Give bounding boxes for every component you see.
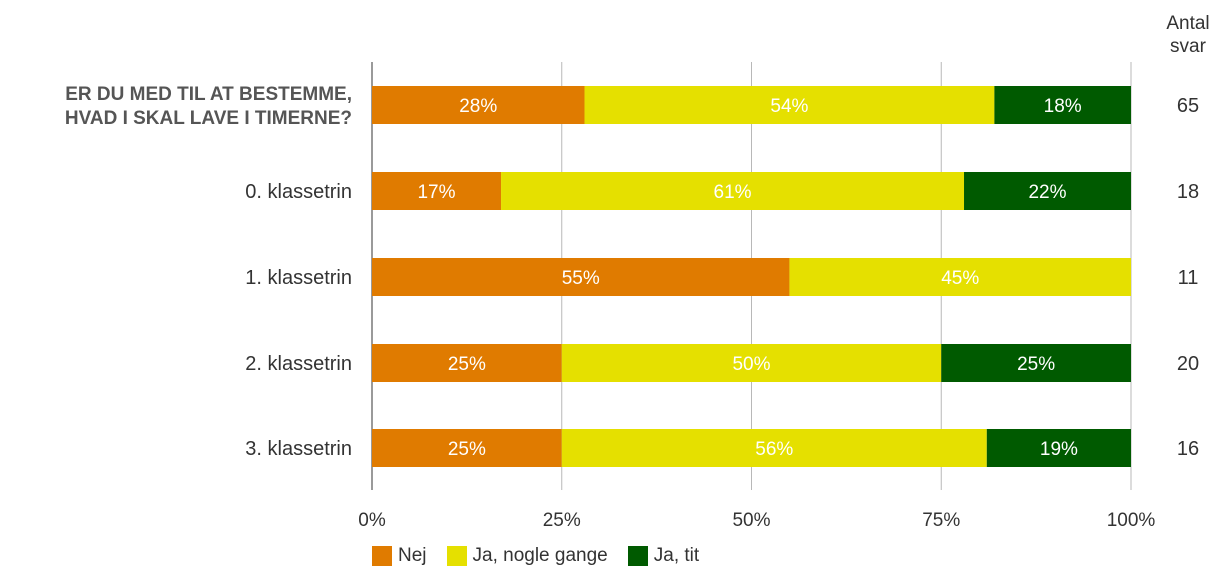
legend-label: Ja, nogle gange xyxy=(472,545,608,566)
data-label: 45% xyxy=(941,268,979,289)
bar-segment xyxy=(584,86,995,124)
bar-segment xyxy=(789,258,1131,296)
category-label: ER DU MED TIL AT BESTEMME, xyxy=(65,84,352,105)
category-label: 2. klassetrin xyxy=(245,353,352,375)
data-label: 19% xyxy=(1040,439,1078,460)
data-label: 54% xyxy=(770,96,808,117)
data-label: 50% xyxy=(732,354,770,375)
bar-segment xyxy=(372,258,790,296)
data-label: 55% xyxy=(562,268,600,289)
data-label: 18% xyxy=(1044,96,1082,117)
data-label: 25% xyxy=(1017,354,1055,375)
legend-label: Ja, tit xyxy=(653,545,700,566)
bar-segment xyxy=(372,429,562,467)
bar-segment xyxy=(561,429,987,467)
category-label: 3. klassetrin xyxy=(245,438,352,460)
legend-label: Nej xyxy=(398,545,427,566)
category-label: 1. klassetrin xyxy=(245,267,352,289)
data-label: 25% xyxy=(448,354,486,375)
bar-segment xyxy=(501,172,965,210)
counts-header: Antal xyxy=(1166,13,1209,34)
data-label: 25% xyxy=(448,439,486,460)
x-tick-label: 50% xyxy=(732,510,770,531)
bar-segment xyxy=(372,86,585,124)
bar-segment xyxy=(986,429,1131,467)
category-label: 0. klassetrin xyxy=(245,181,352,203)
data-label: 28% xyxy=(459,96,497,117)
x-tick-label: 25% xyxy=(543,510,581,531)
x-tick-label: 0% xyxy=(358,510,386,531)
legend-swatch xyxy=(446,546,467,566)
legend-item: Ja, nogle gange xyxy=(446,545,608,567)
legend-item: Ja, tit xyxy=(627,545,700,567)
bar-segment xyxy=(372,172,502,210)
legend-swatch xyxy=(372,546,392,566)
bar-segment xyxy=(372,344,562,382)
data-label: 17% xyxy=(417,182,455,203)
bar-segment xyxy=(994,86,1131,124)
response-count: 20 xyxy=(1177,353,1199,375)
data-label: 22% xyxy=(1028,182,1066,203)
data-label: 61% xyxy=(714,182,752,203)
legend-swatch xyxy=(627,546,648,566)
bar-segment xyxy=(941,344,1131,382)
legend-item: Nej xyxy=(372,545,427,567)
bar-segment xyxy=(964,172,1131,210)
response-count: 65 xyxy=(1177,95,1199,117)
counts-header: svar xyxy=(1170,36,1207,57)
chart-legend: Nej Ja, nogle gange Ja, tit xyxy=(372,545,719,567)
response-count: 16 xyxy=(1177,438,1199,460)
data-label: 56% xyxy=(755,439,793,460)
bar-segment xyxy=(561,344,942,382)
x-tick-label: 75% xyxy=(922,510,960,531)
x-tick-label: 100% xyxy=(1107,510,1156,531)
category-label: HVAD I SKAL LAVE I TIMERNE? xyxy=(65,108,352,129)
response-count: 11 xyxy=(1178,267,1199,289)
response-count: 18 xyxy=(1177,181,1199,203)
